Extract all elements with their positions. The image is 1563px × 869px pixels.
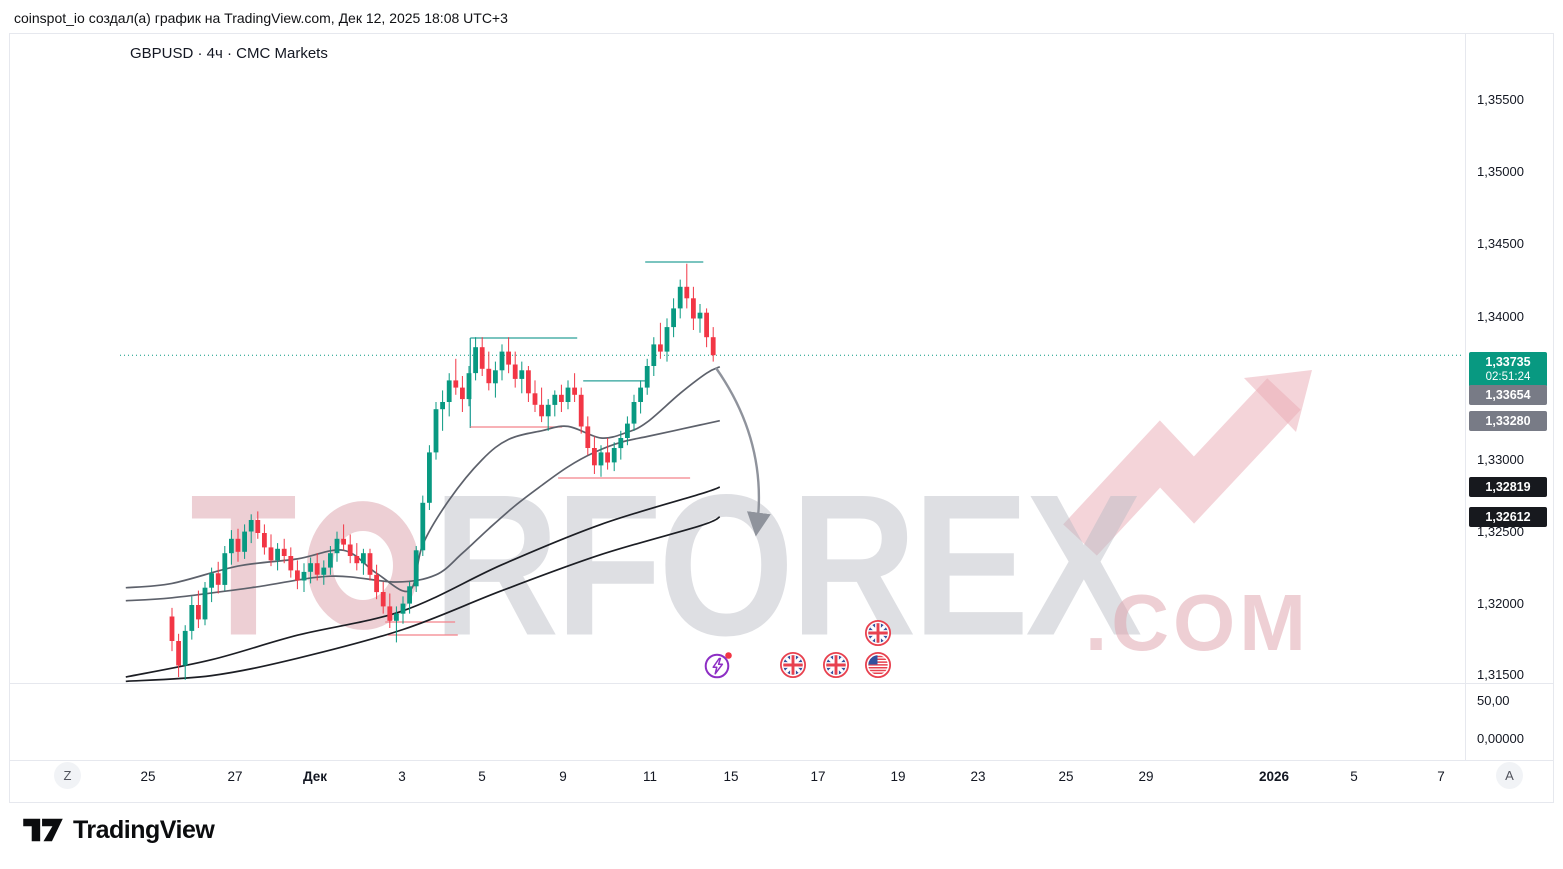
ma-value-badge: 1,33654 — [1469, 385, 1547, 406]
ma-slow-line[interactable] — [125, 486, 721, 678]
price-tick-label: 1,33000 — [1477, 452, 1524, 467]
time-axis-label: 2026 — [1258, 769, 1290, 784]
time-axis-label: 15 — [723, 769, 739, 784]
tradingview-logo-text: TradingView — [73, 815, 215, 844]
uk-flag-icon[interactable] — [822, 651, 850, 679]
us-flag-icon[interactable] — [864, 651, 892, 679]
tradingview-logo[interactable]: TradingView — [22, 814, 215, 846]
time-axis-label: 7 — [1437, 769, 1445, 784]
time-axis-label: 29 — [1138, 769, 1154, 784]
time-axis-label: 9 — [559, 769, 567, 784]
attribution-text: coinspot_io создал(а) график на TradingV… — [14, 10, 508, 26]
price-tick-label: 1,34500 — [1477, 236, 1524, 251]
time-axis-label: 25 — [1058, 769, 1074, 784]
price-tick-label: 1,31500 — [1477, 667, 1524, 682]
chart-legend-title[interactable]: GBPUSD · 4ч · CMC Markets — [130, 45, 328, 62]
uk-flag-icon[interactable] — [864, 619, 892, 647]
price-tick-label: 1,34000 — [1477, 309, 1524, 324]
time-axis-label: 27 — [227, 769, 243, 784]
time-axis-label: 3 — [398, 769, 406, 784]
tradingview-logo-icon — [23, 818, 63, 842]
time-axis-label: 5 — [478, 769, 486, 784]
price-tick-label: 1,32000 — [1477, 596, 1524, 611]
candles-layer[interactable] — [169, 263, 716, 680]
time-axis-label: 25 — [140, 769, 156, 784]
current-price-badge: 1,33735 02:51:24 — [1469, 352, 1547, 388]
projection-arrow[interactable] — [715, 367, 771, 537]
ma-value-badge: 1,33280 — [1469, 411, 1547, 432]
time-axis-label: 19 — [890, 769, 906, 784]
price-tick-label: 1,32500 — [1477, 524, 1524, 539]
price-tick-label: 1,35000 — [1477, 164, 1524, 179]
auto-fit-button[interactable]: A — [1496, 762, 1523, 789]
price-tick-label: 50,00 — [1477, 693, 1510, 708]
ma-value-badge: 1,32612 — [1469, 507, 1547, 528]
time-axis-label: 23 — [970, 769, 986, 784]
uk-flag-icon[interactable] — [779, 651, 807, 679]
timezone-button[interactable]: Z — [54, 762, 81, 789]
ma-fast-line[interactable] — [125, 366, 721, 593]
lightning-icon[interactable] — [703, 650, 733, 680]
price-tick-label: 1,35500 — [1477, 92, 1524, 107]
ma-slowest-line[interactable] — [125, 516, 721, 683]
time-axis-label: 17 — [810, 769, 826, 784]
time-axis-label: 11 — [642, 769, 658, 784]
time-axis-label: 5 — [1350, 769, 1358, 784]
ma-value-badge: 1,32819 — [1469, 477, 1547, 498]
time-axis-label: Дек — [302, 769, 328, 784]
price-tick-label: 0,00000 — [1477, 731, 1524, 746]
